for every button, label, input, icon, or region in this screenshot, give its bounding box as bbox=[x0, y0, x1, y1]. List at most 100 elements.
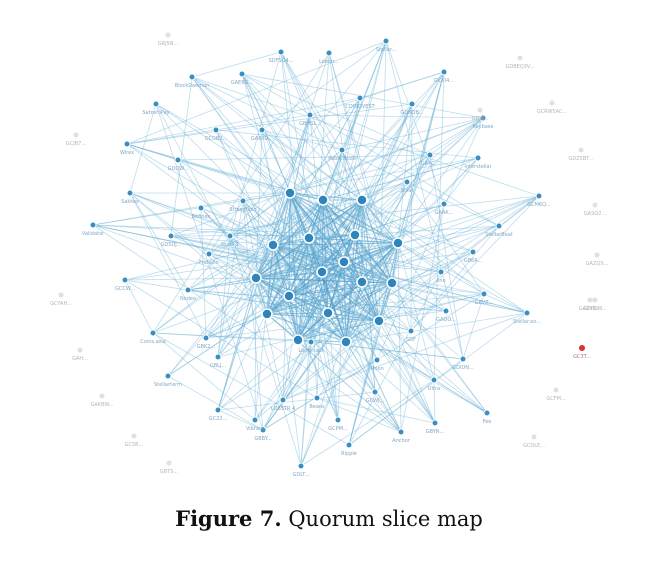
isolated-node[interactable] bbox=[166, 460, 172, 466]
graph-node[interactable] bbox=[214, 406, 222, 414]
graph-node[interactable] bbox=[356, 194, 368, 206]
graph-node[interactable] bbox=[373, 356, 381, 364]
graph-node[interactable] bbox=[397, 428, 405, 436]
graph-node[interactable] bbox=[226, 232, 234, 240]
graph-node[interactable] bbox=[197, 204, 205, 212]
graph-node[interactable] bbox=[251, 416, 259, 424]
isolated-node[interactable] bbox=[99, 393, 105, 399]
graph-node[interactable] bbox=[313, 394, 321, 402]
isolated-node[interactable] bbox=[592, 297, 598, 303]
isolated-node[interactable] bbox=[594, 252, 600, 258]
graph-node[interactable] bbox=[373, 315, 385, 327]
graph-node[interactable] bbox=[205, 250, 213, 258]
graph-node[interactable] bbox=[164, 372, 172, 380]
graph-node[interactable] bbox=[431, 419, 439, 427]
graph-node[interactable] bbox=[325, 49, 333, 57]
graph-node[interactable] bbox=[202, 334, 210, 342]
graph-node[interactable] bbox=[345, 441, 353, 449]
graph-node[interactable] bbox=[349, 229, 361, 241]
graph-node[interactable] bbox=[214, 353, 222, 361]
graph-node[interactable] bbox=[126, 189, 134, 197]
isolated-node[interactable] bbox=[531, 434, 537, 440]
edge bbox=[348, 71, 445, 446]
graph-node[interactable] bbox=[188, 73, 196, 81]
isolated-node[interactable] bbox=[517, 55, 523, 61]
graph-node[interactable] bbox=[277, 48, 285, 56]
graph-node[interactable] bbox=[469, 248, 477, 256]
graph-node[interactable] bbox=[334, 416, 342, 424]
graph-node[interactable] bbox=[480, 290, 488, 298]
edge bbox=[378, 40, 387, 322]
highlighted-node[interactable] bbox=[579, 345, 585, 351]
graph-node[interactable] bbox=[292, 334, 304, 346]
graph-node[interactable] bbox=[239, 197, 247, 205]
graph-node[interactable] bbox=[283, 290, 295, 302]
graph-node[interactable] bbox=[440, 200, 448, 208]
isolated-node[interactable] bbox=[549, 100, 555, 106]
graph-node[interactable] bbox=[258, 126, 266, 134]
graph-node[interactable] bbox=[356, 276, 368, 288]
graph-node[interactable] bbox=[386, 277, 398, 289]
graph-node[interactable] bbox=[430, 376, 438, 384]
graph-node[interactable] bbox=[89, 221, 97, 229]
graph-node[interactable] bbox=[392, 237, 404, 249]
isolated-node[interactable] bbox=[77, 347, 83, 353]
graph-node[interactable] bbox=[123, 140, 131, 148]
graph-node[interactable] bbox=[212, 126, 220, 134]
graph-node[interactable] bbox=[149, 329, 157, 337]
graph-node[interactable] bbox=[238, 70, 246, 78]
graph-node[interactable] bbox=[382, 37, 390, 45]
graph-node[interactable] bbox=[495, 222, 503, 230]
graph-node[interactable] bbox=[340, 336, 352, 348]
graph-node[interactable] bbox=[440, 68, 448, 76]
graph-node[interactable] bbox=[338, 256, 350, 268]
isolated-node[interactable] bbox=[73, 132, 79, 138]
isolated-node[interactable] bbox=[553, 387, 559, 393]
edge bbox=[361, 199, 376, 393]
graph-node[interactable] bbox=[437, 268, 445, 276]
graph-node[interactable] bbox=[474, 154, 482, 162]
edge bbox=[308, 237, 393, 284]
edge bbox=[345, 282, 393, 343]
graph-node[interactable] bbox=[279, 396, 287, 404]
graph-node[interactable] bbox=[408, 100, 416, 108]
graph-node[interactable] bbox=[407, 327, 415, 335]
graph-node[interactable] bbox=[167, 232, 175, 240]
graph-node[interactable] bbox=[250, 272, 262, 284]
isolated-node[interactable] bbox=[578, 147, 584, 153]
isolated-node[interactable] bbox=[131, 433, 137, 439]
graph-node[interactable] bbox=[121, 276, 129, 284]
graph-node[interactable] bbox=[307, 338, 315, 346]
graph-node[interactable] bbox=[259, 426, 267, 434]
quorum-slice-map: SDFSG4... Stellar... Lobstr... GAE6G... Bloc… bbox=[50, 32, 609, 478]
graph-node[interactable] bbox=[184, 286, 192, 294]
graph-node[interactable] bbox=[479, 114, 487, 122]
node-label: GCWJ... bbox=[366, 398, 385, 404]
graph-node[interactable] bbox=[338, 146, 346, 154]
graph-node[interactable] bbox=[459, 355, 467, 363]
graph-node[interactable] bbox=[442, 307, 450, 315]
graph-node[interactable] bbox=[316, 266, 328, 278]
graph-node[interactable] bbox=[426, 151, 434, 159]
graph-node[interactable] bbox=[174, 156, 182, 164]
graph-node[interactable] bbox=[322, 307, 334, 319]
isolated-node[interactable] bbox=[592, 202, 598, 208]
isolated-node[interactable] bbox=[165, 32, 171, 38]
graph-node[interactable] bbox=[403, 178, 411, 186]
isolated-node[interactable] bbox=[587, 297, 593, 303]
graph-node[interactable] bbox=[535, 192, 543, 200]
graph-node[interactable] bbox=[371, 388, 379, 396]
graph-node[interactable] bbox=[297, 462, 305, 470]
graph-node[interactable] bbox=[152, 100, 160, 108]
graph-node[interactable] bbox=[261, 308, 273, 320]
graph-node[interactable] bbox=[306, 111, 314, 119]
isolated-node[interactable] bbox=[477, 107, 483, 113]
graph-node[interactable] bbox=[303, 232, 315, 244]
graph-node[interactable] bbox=[356, 94, 364, 102]
graph-node[interactable] bbox=[523, 309, 531, 317]
graph-node[interactable] bbox=[284, 187, 296, 199]
graph-node[interactable] bbox=[267, 239, 279, 251]
graph-node[interactable] bbox=[483, 409, 491, 417]
graph-node[interactable] bbox=[317, 194, 329, 206]
isolated-node[interactable] bbox=[58, 292, 64, 298]
